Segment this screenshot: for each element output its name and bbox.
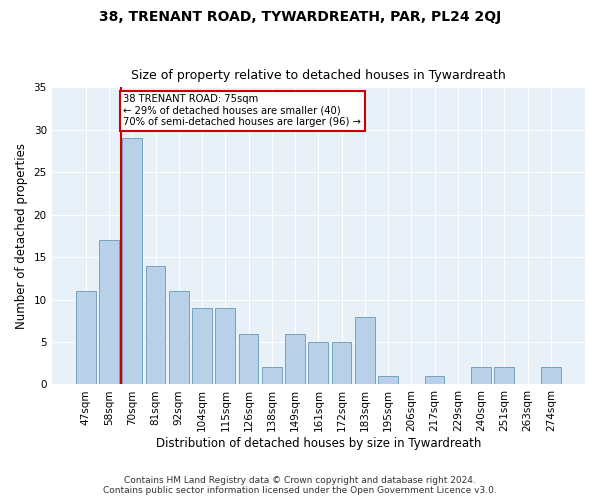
Bar [471, 368, 491, 384]
Text: Contains HM Land Registry data © Crown copyright and database right 2024.
Contai: Contains HM Land Registry data © Crown c… [103, 476, 497, 495]
Bar [541, 368, 561, 384]
Bar [239, 334, 259, 384]
Bar [285, 334, 305, 384]
Text: 38, TRENANT ROAD, TYWARDREATH, PAR, PL24 2QJ: 38, TRENANT ROAD, TYWARDREATH, PAR, PL24… [99, 10, 501, 24]
Bar [169, 291, 188, 384]
Bar [215, 308, 235, 384]
Bar [146, 266, 166, 384]
Bar [494, 368, 514, 384]
Bar [76, 291, 95, 384]
Bar [262, 368, 282, 384]
Bar [192, 308, 212, 384]
Title: Size of property relative to detached houses in Tywardreath: Size of property relative to detached ho… [131, 69, 506, 82]
Text: 38 TRENANT ROAD: 75sqm
← 29% of detached houses are smaller (40)
70% of semi-det: 38 TRENANT ROAD: 75sqm ← 29% of detached… [124, 94, 361, 128]
Y-axis label: Number of detached properties: Number of detached properties [15, 143, 28, 329]
Bar [355, 316, 375, 384]
Bar [122, 138, 142, 384]
Bar [332, 342, 352, 384]
Bar [308, 342, 328, 384]
Bar [99, 240, 119, 384]
Bar [425, 376, 445, 384]
X-axis label: Distribution of detached houses by size in Tywardreath: Distribution of detached houses by size … [155, 437, 481, 450]
Bar [378, 376, 398, 384]
